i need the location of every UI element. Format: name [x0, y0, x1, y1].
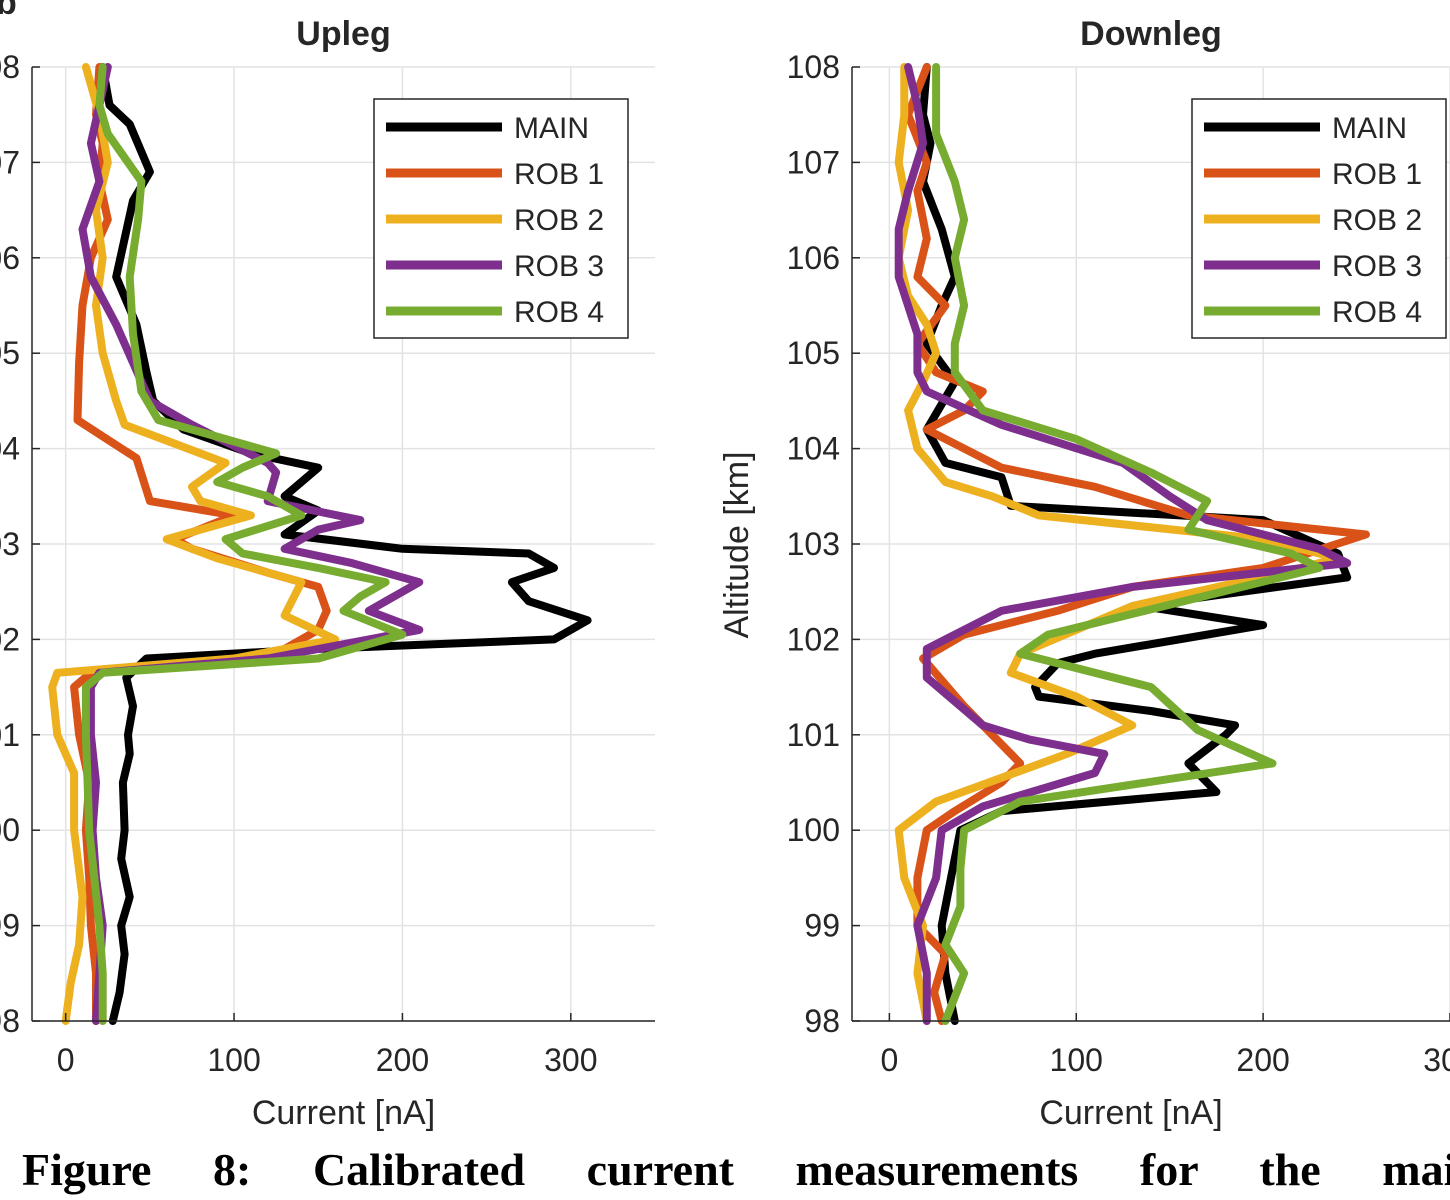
series-line-rob-4 — [81, 63, 407, 1025]
x-tick-label: 0 — [57, 1042, 75, 1078]
y-axis-label: Altitude [km] — [718, 451, 756, 638]
y-tick-label: 101 — [787, 717, 840, 753]
series-line-rob-3 — [78, 63, 424, 1025]
x-tick-label: 200 — [376, 1042, 429, 1078]
legend-label: MAIN — [514, 112, 589, 145]
series-line-main — [98, 63, 592, 1025]
legend-label: ROB 3 — [1332, 250, 1422, 283]
x-axis-label: Current [nA] — [1039, 1094, 1222, 1132]
upleg-panel: 0 100 200 300 98 99 100 101 102 103 104 105 106 107 10… — [0, 15, 655, 1132]
figure-caption: Figure 8: Calibrated current measurement… — [22, 1144, 1450, 1195]
downleg-panel: 0 100 200 300 98 99 100 101 102 103 104 105 106 107 10… — [718, 15, 1450, 1132]
y-tick-label: 105 — [787, 335, 840, 371]
chart-title: Upleg — [296, 15, 390, 53]
legend-label: ROB 3 — [514, 250, 604, 283]
legend-label: ROB 2 — [1332, 204, 1422, 237]
x-tick-label: 100 — [1050, 1042, 1103, 1078]
y-tick-label: 103 — [0, 526, 20, 562]
y-tick-label: 98 — [804, 1003, 840, 1039]
legend-label: ROB 2 — [514, 204, 604, 237]
x-tick-label: 200 — [1236, 1042, 1289, 1078]
y-tick-label: 101 — [0, 717, 20, 753]
legend-label: ROB 4 — [514, 296, 604, 329]
legend-label: ROB 1 — [514, 158, 604, 191]
y-tick-label: 100 — [0, 812, 20, 848]
y-tick-label: 102 — [0, 621, 20, 657]
series-line-rob-2 — [48, 63, 340, 1025]
x-tick-label: 300 — [1423, 1042, 1450, 1078]
y-tick-label: 102 — [787, 621, 840, 657]
y-tick-label: 103 — [787, 526, 840, 562]
series-line-rob-3 — [894, 63, 1352, 1025]
y-tick-label: 104 — [787, 431, 840, 467]
chart-title: Downleg — [1080, 15, 1222, 53]
y-tick-label: 108 — [787, 49, 840, 85]
y-tick-label: 106 — [787, 240, 840, 276]
x-tick-label: 0 — [880, 1042, 898, 1078]
y-tick-label: 99 — [0, 908, 20, 944]
legend-label: ROB 4 — [1332, 296, 1422, 329]
y-tick-label: 108 — [0, 49, 20, 85]
y-tick-label: 100 — [787, 812, 840, 848]
panel-letter: b — [0, 0, 17, 22]
y-tick-label: 98 — [0, 1003, 20, 1039]
x-tick-label: 300 — [544, 1042, 597, 1078]
y-tick-label: 107 — [787, 144, 840, 180]
figure-canvas: 0 100 200 300 98 99 100 101 102 103 104 105 106 107 10… — [0, 0, 1450, 1132]
legend-label: MAIN — [1332, 112, 1407, 145]
y-tick-label: 105 — [0, 335, 20, 371]
x-tick-label: 100 — [207, 1042, 260, 1078]
y-tick-label: 106 — [0, 240, 20, 276]
y-tick-label: 107 — [0, 144, 20, 180]
y-tick-label: 104 — [0, 431, 20, 467]
y-tick-label: 99 — [804, 908, 840, 944]
legend-label: ROB 1 — [1332, 158, 1422, 191]
x-axis-label: Current [nA] — [252, 1094, 435, 1132]
series-line-rob-4 — [932, 63, 1324, 1025]
